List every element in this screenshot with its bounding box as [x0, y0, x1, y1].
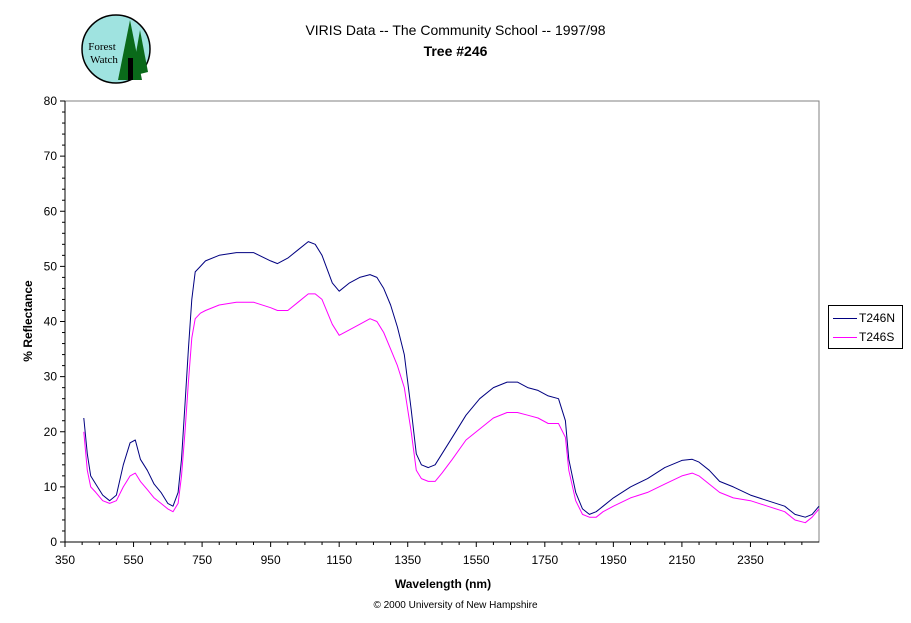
legend-swatch-t246s: [833, 337, 857, 339]
y-tick-label: 50: [44, 259, 58, 273]
y-axis-label: % Reflectance: [21, 280, 35, 362]
tree-icon: [118, 20, 148, 80]
y-tick-label: 40: [44, 315, 58, 329]
copyright-text: © 2000 University of New Hampshire: [373, 600, 538, 611]
y-tick-label: 30: [44, 370, 58, 384]
series-layer: [83, 241, 820, 524]
logo-text-line1: Forest: [88, 41, 116, 53]
x-tick-label: 1750: [531, 553, 558, 567]
legend: T246N T246S: [828, 305, 903, 349]
y-tick-label: 20: [44, 425, 58, 439]
x-tick-label: 1150: [326, 553, 352, 567]
x-tick-label: 950: [261, 553, 281, 567]
legend-label-t246s: T246S: [859, 330, 895, 344]
axes: 0 10 20 30 40 50 60 70 80 350 550 750 950 1150 1350 155…: [44, 94, 819, 567]
y-tick-label: 60: [44, 204, 58, 218]
legend-swatch-t246n: [833, 318, 857, 320]
x-tick-label: 350: [55, 553, 75, 567]
logo-text-line2: Watch: [90, 54, 118, 66]
plot-area: [64, 100, 820, 543]
x-tick-label: 1550: [463, 553, 490, 567]
x-tick-label: 1350: [394, 553, 421, 567]
x-tick-label: 1950: [600, 553, 627, 567]
y-tick-label: 70: [44, 149, 58, 163]
x-tick-label: 550: [124, 553, 144, 567]
x-tick-label: 2350: [737, 553, 764, 567]
forest-watch-logo: Forest Watch: [80, 14, 152, 84]
series-line-t246n: [83, 241, 820, 518]
plot-frame: [64, 100, 820, 543]
y-tick-label: 0: [50, 535, 57, 549]
x-tick-label: 750: [192, 553, 212, 567]
legend-label-t246n: T246N: [859, 311, 896, 325]
x-axis-label: Wavelength (nm): [395, 577, 491, 591]
legend-item-t246n: T246N: [833, 310, 895, 326]
forest-watch-logo-icon: Forest Watch: [81, 14, 151, 84]
chart-subtitle: Tree #246: [423, 43, 488, 59]
x-tick-label: 2150: [669, 553, 696, 567]
legend-item-t246s: T246S: [833, 329, 894, 345]
y-tick-label: 10: [44, 480, 58, 494]
y-tick-label: 80: [44, 94, 58, 108]
chart-title: VIRIS Data -- The Community School -- 19…: [305, 22, 606, 38]
series-line-t246s: [83, 293, 820, 524]
